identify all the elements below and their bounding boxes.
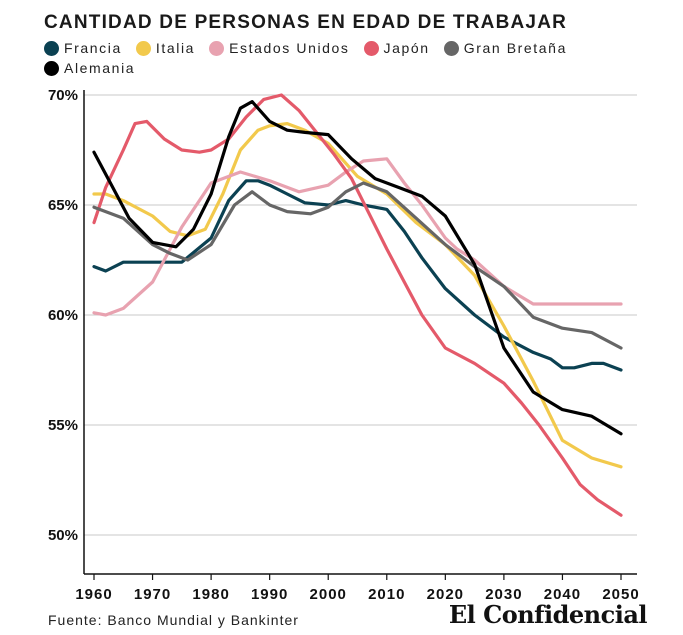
series-lines — [92, 93, 623, 517]
series-line-alemania — [92, 100, 623, 436]
legend-label: Italia — [155, 40, 196, 56]
legend-item: Japón — [363, 40, 430, 56]
x-tick-label: 2020 — [427, 586, 464, 603]
legend-label: Japón — [383, 40, 430, 56]
series-line-jap-n — [92, 93, 623, 517]
source-note: Fuente: Banco Mundial y Bankinter — [48, 612, 299, 628]
x-tick-label: 2010 — [368, 586, 405, 603]
brand-logo: El Confidencial — [448, 600, 648, 629]
x-tick-label: 2040 — [544, 586, 581, 603]
y-tick-label: 50% — [48, 527, 78, 544]
x-tick-label: 2050 — [602, 586, 639, 603]
legend-item: Francia — [44, 40, 122, 56]
y-tick-labels: 50% 55% 60% 65% 70% — [48, 87, 78, 544]
y-tick-label: 70% — [48, 87, 78, 104]
series-line-gran-breta-a — [92, 181, 623, 350]
legend-swatch — [443, 40, 459, 56]
series-line-estados-unidos — [92, 157, 623, 317]
series-line-francia — [92, 179, 623, 372]
legend-label: Alemania — [64, 60, 136, 76]
series-line-italia — [92, 122, 623, 469]
x-tick-labels: 1960 1970 1980 1990 2000 2010 2020 2030 2040 2050 — [75, 586, 639, 603]
legend-swatch — [44, 60, 59, 76]
legend-label: Gran Bretaña — [463, 40, 567, 56]
x-tick-label: 1980 — [192, 586, 229, 603]
legend-item: Gran Bretaña — [443, 40, 567, 56]
chart-legend: Francia Italia Estados Unidos Japón Gran Bre… — [44, 40, 664, 76]
y-tick-label: 65% — [48, 197, 78, 214]
legend-swatch — [363, 40, 379, 56]
axes — [83, 90, 637, 580]
chart-title: CANTIDAD DE PERSONAS EN EDAD DE TRABAJAR — [44, 12, 568, 33]
legend-item: Alemania — [44, 60, 135, 76]
x-tick-label: 1960 — [75, 586, 112, 603]
legend-swatch — [44, 40, 59, 56]
legend-item: Estados Unidos — [209, 40, 349, 56]
y-tick-label: 55% — [48, 417, 78, 434]
legend-item: Italia — [135, 40, 196, 56]
x-tick-label: 2000 — [310, 586, 347, 603]
legend-label: Estados Unidos — [229, 40, 350, 56]
x-tick-label: 1970 — [134, 586, 171, 603]
x-tick-label: 1990 — [251, 586, 288, 603]
x-tick-label: 2030 — [485, 586, 522, 603]
y-tick-label: 60% — [48, 307, 78, 324]
legend-label: Francia — [64, 40, 122, 56]
legend-swatch — [135, 40, 151, 56]
legend-swatch — [209, 40, 225, 56]
